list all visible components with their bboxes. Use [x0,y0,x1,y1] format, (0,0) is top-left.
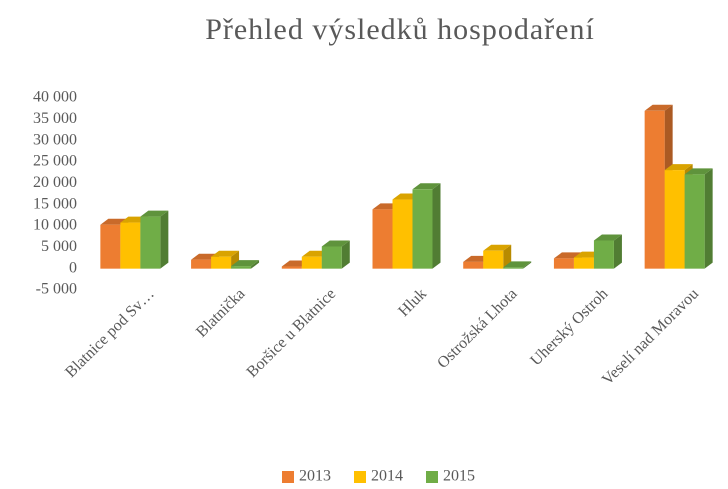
bar-front [553,258,574,269]
bar-front [463,261,484,269]
bar-front [412,189,433,269]
bar [140,210,169,269]
bar-side [432,183,441,269]
bar-front [191,259,212,269]
legend-label: 2014 [371,468,403,485]
bar [684,168,713,269]
bar-front [211,256,232,269]
bar-front [301,256,322,269]
y-tick-label: 35 000 [33,110,77,127]
bar-top [664,164,693,171]
bar-top [684,168,713,175]
bar-side [503,244,512,269]
y-tick-label: 0 [69,259,77,276]
legend-label: 2015 [443,468,475,485]
bar [593,234,622,269]
legend-swatch [426,471,438,483]
bar-side [251,260,260,269]
legend-label: 2013 [299,468,331,485]
legend-swatch [282,471,294,483]
legend-swatch [354,471,366,483]
bar-front [392,199,413,269]
bar-top [231,260,260,267]
bar-front [281,266,302,269]
y-tick-label: -5 000 [36,281,77,298]
bar-front [231,266,252,269]
x-tick-label: Blatnice pod Sv… [62,285,158,381]
bar [321,240,350,269]
bar-front [100,224,121,269]
y-tick-label: 25 000 [33,153,77,170]
bar [503,261,532,269]
bar-top [321,240,350,247]
bar-side [341,240,350,269]
bar-front [483,250,504,269]
bar-side [160,210,169,269]
y-tick-label: 30 000 [33,131,77,148]
bar-top [593,234,622,241]
y-tick-label: 20 000 [33,174,77,191]
bar-front [140,216,161,269]
y-tick-label: 5 000 [41,238,77,255]
bar-top [211,250,240,257]
bar [483,244,512,269]
bar-top [483,244,512,251]
bar-top [412,183,441,190]
y-tick-label: 10 000 [33,217,77,234]
bar-side [523,261,532,269]
x-tick-label: Veselí nad Moravou [599,285,702,388]
x-tick-label: Boršice u Blatnice [244,285,340,381]
x-tick-label: Ostrožská Lhota [434,285,520,371]
x-tick-label: Uherský Ostroh [527,285,611,369]
y-tick-label: 40 000 [33,89,77,106]
bar-front [120,222,141,269]
bar [211,250,240,269]
bar-front [644,110,665,269]
bar-front [664,170,685,269]
x-tick-label: Hluk [395,285,430,320]
bar-front [321,246,342,269]
bar-front [593,240,614,269]
x-tick-label: Blatnička [193,285,248,340]
bar-top [644,104,673,111]
bar-front [573,257,594,269]
bar-side [231,250,240,269]
bar-side [613,234,622,269]
bar-top [140,210,169,217]
bar-front [684,174,705,269]
bar-front [503,267,524,269]
bar [412,183,441,269]
y-tick-label: 15 000 [33,195,77,212]
bar [231,260,260,269]
bar-front [372,209,393,269]
bar-top [503,261,532,268]
chart-title: Přehled výsledků hospodaření [205,13,595,46]
bar-side [704,168,713,269]
